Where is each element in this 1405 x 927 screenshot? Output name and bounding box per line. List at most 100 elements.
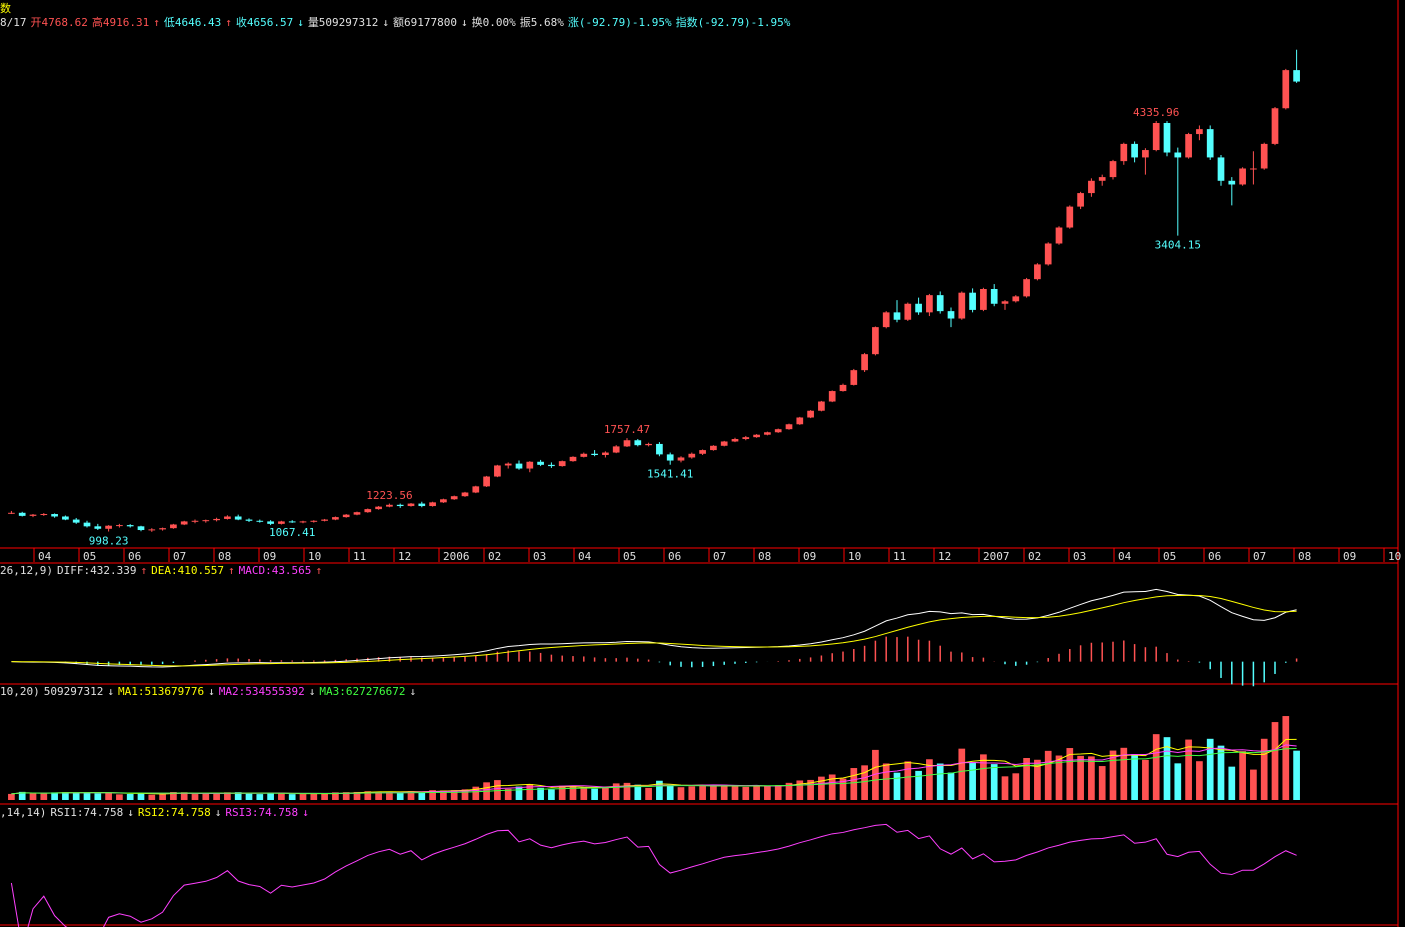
volume-bar: [353, 791, 361, 800]
volume-bar: [1206, 738, 1214, 800]
candle-body: [1174, 152, 1182, 158]
x-axis-label: 08: [758, 550, 771, 563]
volume-bar: [893, 772, 901, 800]
candle-body: [936, 295, 944, 312]
volume-bar: [1185, 739, 1192, 800]
candle-body: [1282, 70, 1290, 109]
volume-bar: [245, 793, 253, 800]
candle-body: [137, 526, 145, 531]
candle-body: [288, 521, 296, 523]
x-axis-label: 2007: [983, 550, 1010, 563]
volume-header: 10,20) 509297312 ↓ MA1:513679776 ↓ MA2:534555…: [0, 685, 420, 698]
candle-body: [645, 443, 652, 446]
candle-body: [1250, 168, 1257, 170]
candle-body: [882, 312, 890, 328]
volume-bar: [116, 794, 123, 800]
volume-bar: [170, 792, 177, 800]
volume-value-arrow: ↓: [107, 685, 114, 698]
candle-body: [656, 443, 663, 455]
diff-line: [11, 588, 1297, 668]
volume-bar: [980, 754, 987, 800]
volume-bar: [612, 783, 620, 800]
quote-amplitude: 振5.68%: [519, 16, 564, 29]
candle-body: [1228, 180, 1236, 185]
candle-body: [267, 521, 274, 524]
candle-body: [1077, 193, 1084, 207]
volume-bar: [51, 792, 58, 800]
macd-diff: DIFF:432.339: [56, 564, 137, 577]
volume-bar: [591, 788, 598, 800]
volume-bar: [1260, 738, 1268, 800]
candle-body: [126, 525, 134, 527]
volume-bar: [1034, 759, 1041, 800]
volume-bar: [526, 784, 534, 800]
candle-body: [1023, 279, 1030, 297]
x-axis-label: 10: [308, 550, 321, 563]
quote-amount: 额69177800: [393, 16, 458, 29]
volume-bar: [62, 792, 69, 800]
volume-bar: [364, 791, 372, 800]
candle-body: [828, 391, 836, 402]
candle-body: [29, 514, 37, 516]
x-axis-label: 06: [128, 550, 141, 563]
volume-ma3: MA3:627276672: [319, 685, 406, 698]
rsi-line: [10, 823, 1297, 927]
quote-close: 收4656.57: [235, 16, 294, 29]
x-axis-label: 10: [848, 550, 861, 563]
volume-bar: [288, 794, 296, 800]
volume-bar: [828, 774, 836, 800]
volume-bar: [926, 759, 933, 800]
volume-bar: [558, 785, 566, 800]
volume-bar: [774, 785, 782, 800]
candle-body: [1163, 122, 1171, 153]
candle-body: [1012, 296, 1020, 302]
volume-bar: [861, 765, 868, 800]
volume-bar: [1098, 766, 1106, 800]
macd-dea-arrow: ↑: [227, 564, 235, 577]
quote-close-arrow: ↓: [297, 16, 304, 29]
volume-bar: [72, 792, 80, 800]
volume-bar: [105, 792, 112, 800]
volume-bar: [969, 762, 976, 800]
candle-body: [1217, 157, 1225, 181]
volume-bar: [1152, 734, 1160, 800]
volume-params: 10,20): [0, 685, 40, 698]
volume-ma1-arrow: ↓: [208, 685, 215, 698]
candle-body: [407, 503, 415, 507]
candle-body: [83, 522, 91, 527]
volume-bar: [407, 791, 415, 800]
candle-body: [731, 439, 739, 442]
candle-body: [1088, 180, 1095, 194]
x-axis-label: 07: [1253, 550, 1266, 563]
candle-body: [526, 461, 534, 469]
rsi-params: ,14,14): [0, 806, 47, 819]
candle-body: [839, 384, 847, 392]
volume-bar: [720, 784, 728, 800]
candle-body: [861, 354, 868, 371]
volume-ma3-line: [11, 747, 1297, 795]
quote-amount-arrow: ↓: [461, 16, 468, 29]
x-axis-label: 11: [353, 550, 366, 563]
volume-bar: [40, 793, 48, 800]
quote-high: 高4916.31: [91, 16, 150, 29]
volume-bar: [796, 780, 804, 800]
candle-body: [234, 516, 242, 520]
rsi-header: ,14,14) RSI1:74.758 ↓ RSI2:74.758 ↓ RSI3:74.7…: [0, 806, 313, 819]
candle-body: [796, 417, 804, 425]
volume-bar: [839, 778, 847, 800]
x-axis-label: 09: [263, 550, 276, 563]
macd-diff-arrow: ↑: [140, 564, 148, 577]
x-axis-label: 09: [803, 550, 816, 563]
candle-body: [558, 461, 566, 467]
candle-body: [159, 528, 166, 530]
candle-body: [1109, 161, 1117, 178]
quote-index-change: 指数(-92.79)-1.95%: [675, 16, 791, 29]
volume-bar: [83, 792, 91, 800]
candle-body: [94, 526, 102, 529]
x-axis-label: 2006: [443, 550, 470, 563]
candle-body: [1120, 143, 1128, 162]
volume-bar: [1023, 758, 1030, 800]
candle-body: [1044, 243, 1052, 265]
candle-body: [256, 520, 264, 522]
